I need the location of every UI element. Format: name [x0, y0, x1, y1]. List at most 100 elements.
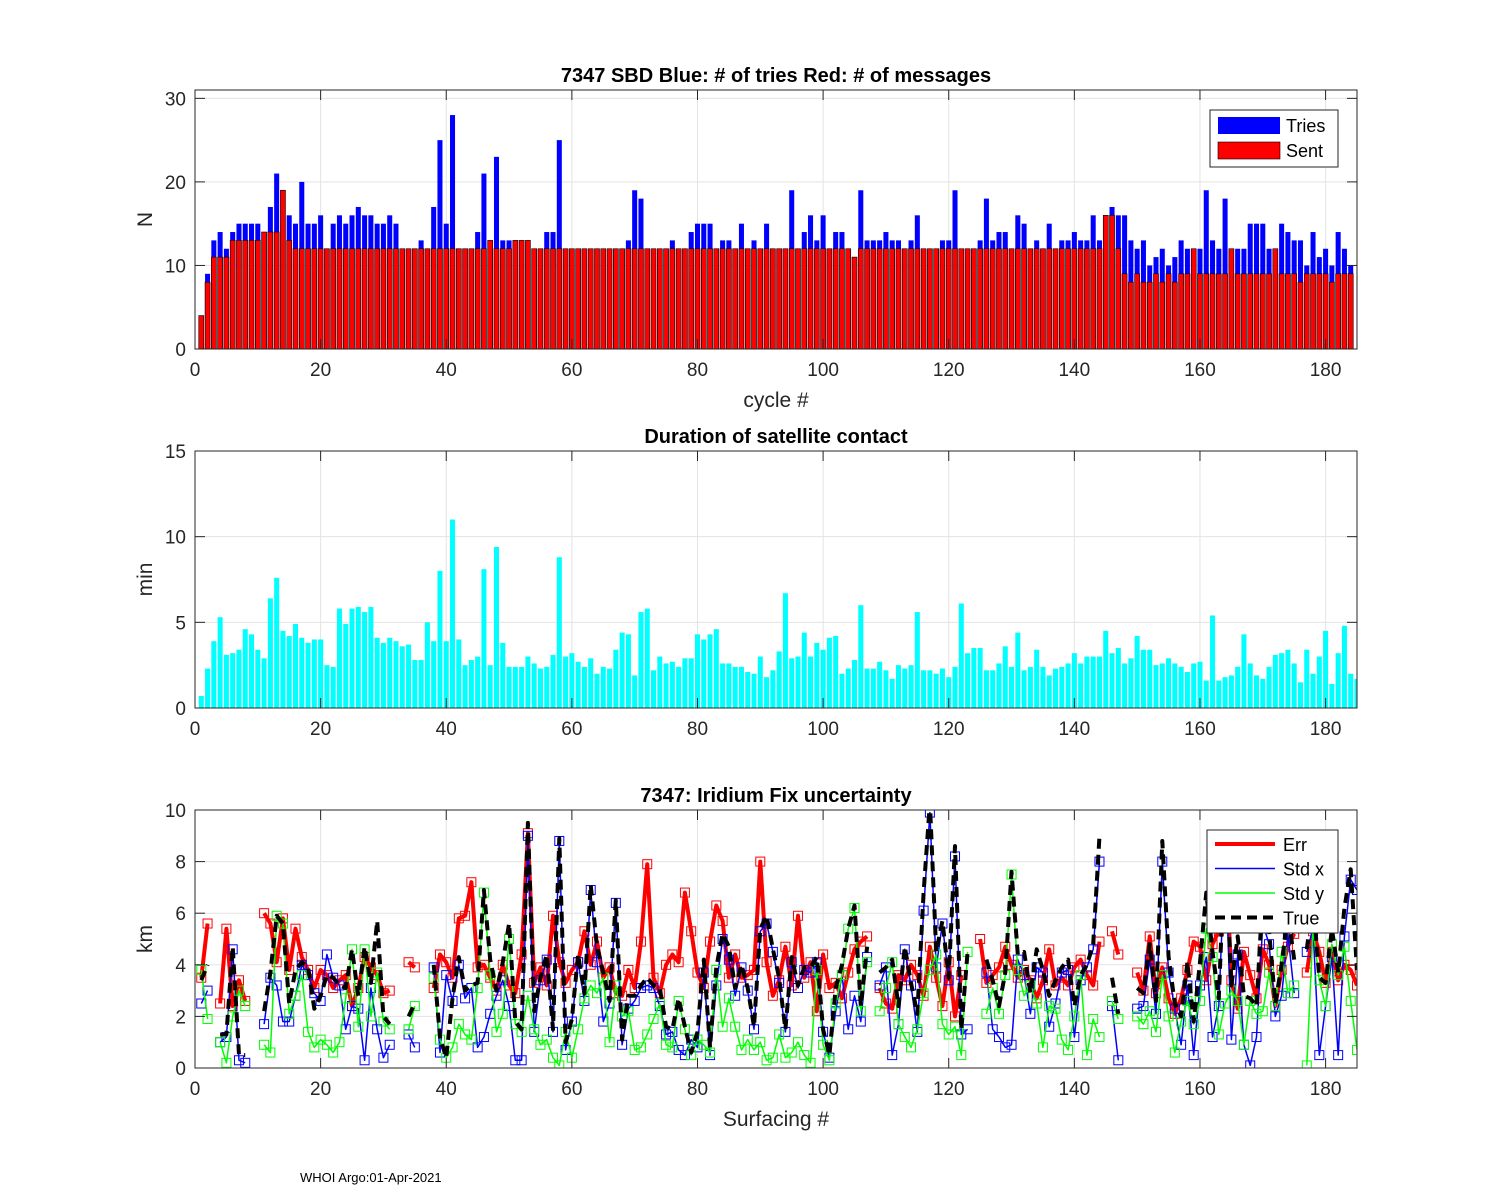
bar-sent [927, 248, 933, 349]
marker-std-y [541, 1034, 552, 1045]
marker-std-y [780, 1052, 791, 1063]
bar-sent [229, 240, 236, 349]
bar-duration [946, 677, 952, 708]
marker-std-y [1220, 998, 1231, 1009]
bar-duration [682, 658, 688, 708]
marker-std-x [1025, 1008, 1036, 1019]
marker-std-y [196, 964, 207, 975]
bar-sent [1172, 281, 1178, 349]
bar-sent [908, 248, 914, 349]
bar-duration [883, 670, 889, 708]
bar-duration [1291, 663, 1297, 708]
bar-duration [852, 660, 858, 708]
bar-duration [858, 605, 864, 708]
marker-std-y [937, 1019, 948, 1030]
marker-std-y [1019, 990, 1030, 1001]
marker-err [460, 910, 471, 921]
bar-duration [1034, 649, 1040, 708]
marker-err [906, 959, 917, 970]
x-tick-label: 20 [310, 360, 331, 381]
marker-err [1132, 967, 1143, 978]
bar-duration [249, 634, 255, 708]
bar-sent [713, 248, 720, 349]
bar-duration [387, 637, 393, 708]
marker-err [792, 910, 803, 921]
bar-sent [744, 248, 751, 349]
marker-std-y [1132, 1011, 1143, 1022]
bar-sent [1322, 273, 1329, 349]
bar-sent [512, 240, 519, 349]
chart-1: 0 20 40 60 80 100 120 140 160 180 0 10 20 30 7347 SBD … [134, 65, 1358, 412]
bar-sent [481, 248, 487, 349]
marker-std-x [472, 1042, 483, 1053]
bar-duration [1071, 653, 1077, 708]
y-tick-label: 15 [165, 442, 186, 463]
bar-duration [418, 660, 424, 708]
marker-std-y [742, 1034, 753, 1045]
marker-std-x [510, 1055, 521, 1066]
marker-std-x [1081, 962, 1092, 973]
bar-duration [745, 672, 751, 708]
bar-duration [1241, 634, 1247, 708]
marker-std-x [372, 1024, 383, 1035]
bar-duration [280, 630, 286, 708]
bar-sent [958, 248, 965, 349]
marker-err [711, 900, 722, 911]
marker-std-y [1169, 1047, 1180, 1058]
marker-std-x [874, 980, 885, 991]
marker-std-y [1094, 1032, 1105, 1043]
bar-sent [393, 248, 399, 349]
bar-sent [587, 248, 594, 349]
marker-std-y [497, 1008, 508, 1019]
bar-sent [669, 248, 676, 349]
marker-err [403, 957, 414, 968]
bar-sent [1002, 248, 1009, 349]
marker-err [384, 985, 395, 996]
marker-err [862, 931, 873, 942]
bar-sent [757, 248, 764, 349]
bar-sent [380, 248, 387, 349]
bar-duration [399, 646, 405, 708]
marker-std-y [1050, 1003, 1061, 1014]
bar-sent [261, 231, 267, 349]
bar-sent [707, 248, 713, 349]
marker-std-y [277, 918, 288, 929]
bar-sent [788, 248, 795, 349]
x-tick-label: 80 [687, 1079, 708, 1100]
marker-err [1063, 980, 1074, 991]
marker-std-x [673, 1044, 684, 1055]
bar-duration [644, 608, 650, 708]
marker-err [635, 936, 646, 947]
bar-duration [1297, 682, 1303, 708]
marker-std-y [453, 1019, 464, 1030]
marker-std-x [271, 980, 282, 991]
legend-label: Sent [1286, 141, 1323, 161]
marker-std-x [233, 1055, 244, 1066]
bar-duration [877, 661, 883, 708]
bar-duration [575, 661, 581, 708]
bar-sent [964, 248, 971, 349]
bar-duration [1084, 656, 1090, 708]
bar-sent [1329, 281, 1335, 349]
x-tick-label: 80 [687, 360, 708, 381]
y-tick-label: 10 [165, 801, 186, 822]
marker-std-x [259, 1019, 270, 1030]
bar-sent [945, 248, 952, 349]
bar-duration [990, 670, 996, 708]
x-tick-label: 160 [1184, 1079, 1216, 1100]
legend-label: Std x [1283, 860, 1324, 880]
marker-std-x [661, 1029, 672, 1040]
marker-err [340, 970, 351, 981]
bar-sent [851, 256, 858, 349]
bar-sent [1015, 248, 1021, 349]
marker-std-x [981, 967, 992, 978]
marker-std-y [334, 1037, 345, 1048]
marker-std-x [309, 988, 320, 999]
marker-std-y [824, 1055, 835, 1066]
bar-duration [1065, 663, 1071, 708]
bar-sent [1140, 281, 1147, 349]
bar-duration [1140, 649, 1146, 708]
marker-std-y [403, 1024, 414, 1035]
marker-std-x [679, 1050, 690, 1061]
